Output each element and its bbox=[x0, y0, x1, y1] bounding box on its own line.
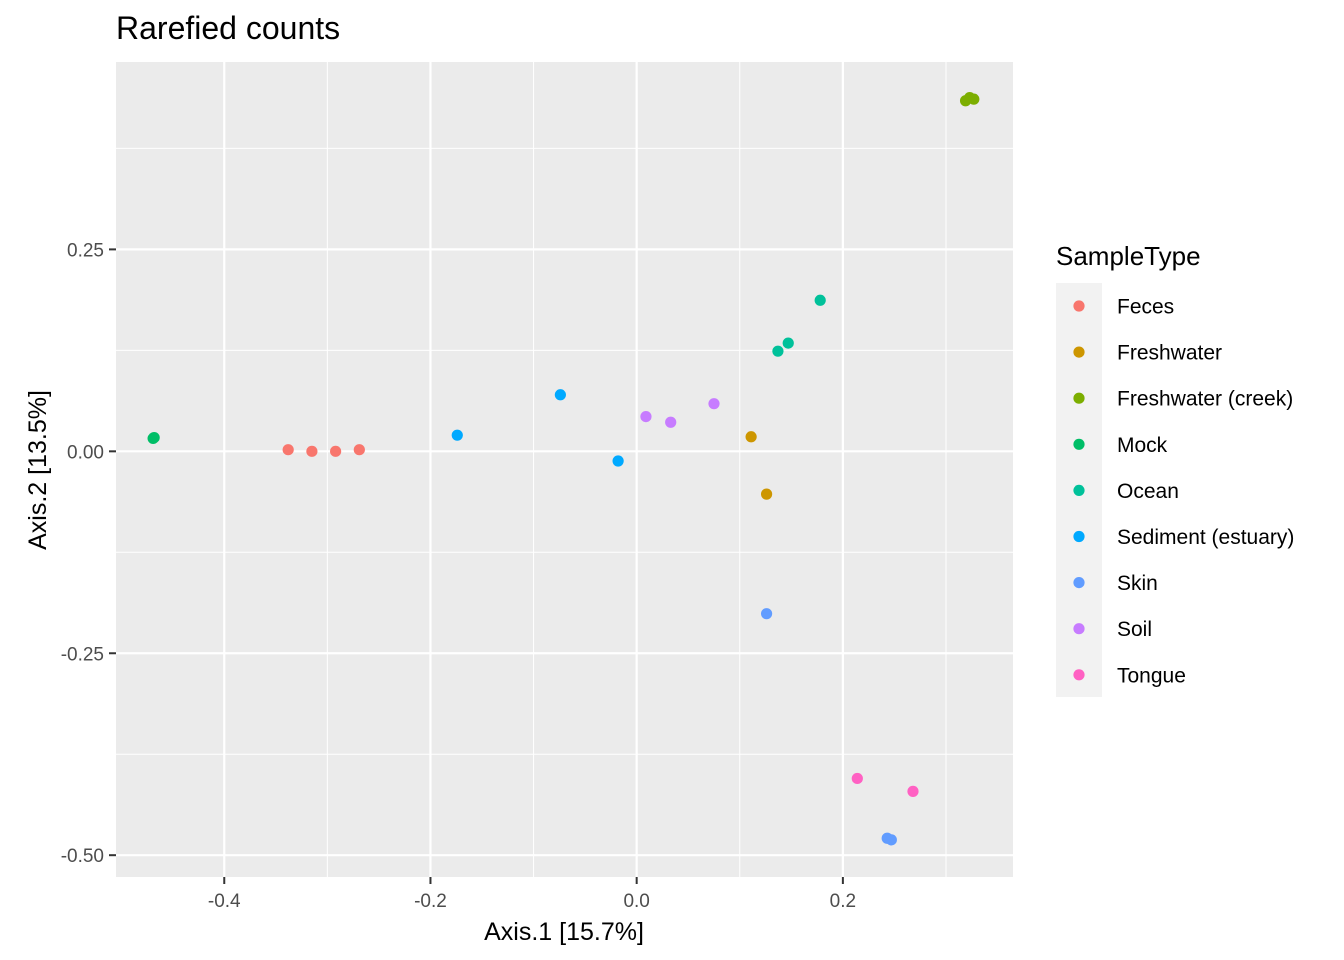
legend-label: Ocean bbox=[1117, 480, 1179, 503]
legend-key bbox=[1073, 577, 1085, 589]
minor-gridlines bbox=[116, 62, 1013, 877]
x-axis: -0.4 -0.2 0.0 0.2 bbox=[208, 877, 856, 912]
data-point bbox=[760, 608, 773, 620]
data-point bbox=[148, 431, 160, 444]
legend-label: Feces bbox=[1117, 296, 1174, 319]
data-point bbox=[554, 389, 566, 401]
legend-key bbox=[1073, 300, 1085, 312]
x-axis-title: Axis.1 [15.7%] bbox=[484, 918, 644, 946]
data-point bbox=[612, 455, 624, 467]
legend-label: Sediment (estuary) bbox=[1117, 526, 1294, 549]
data-point bbox=[814, 294, 826, 306]
data-point bbox=[907, 785, 919, 797]
chart-title: Rarefied counts bbox=[116, 10, 340, 46]
data-point bbox=[282, 444, 294, 456]
y-tick-label: 0.25 bbox=[67, 240, 104, 261]
data-point bbox=[451, 429, 463, 441]
data-point bbox=[353, 444, 365, 456]
plot-panel bbox=[116, 62, 1013, 877]
legend-key bbox=[1073, 346, 1085, 358]
legend-label: Soil bbox=[1117, 618, 1152, 641]
legend-label: Tongue bbox=[1117, 664, 1186, 687]
x-tick-label: -0.2 bbox=[414, 891, 447, 912]
data-point bbox=[640, 410, 652, 423]
legend-label: Mock bbox=[1117, 434, 1168, 457]
x-tick-label: 0.0 bbox=[623, 891, 649, 912]
data-point bbox=[665, 416, 677, 428]
data-points bbox=[147, 91, 980, 846]
y-tick-label: 0.00 bbox=[67, 442, 104, 463]
legend-key bbox=[1073, 438, 1085, 450]
data-point bbox=[306, 445, 318, 457]
data-point bbox=[772, 345, 784, 357]
y-axis-title: Axis.2 [13.5%] bbox=[24, 390, 52, 550]
y-axis: -0.50 -0.25 0.00 0.25 bbox=[61, 240, 116, 867]
legend-key bbox=[1073, 669, 1085, 681]
major-gridlines bbox=[116, 62, 1013, 877]
legend-key bbox=[1073, 623, 1085, 635]
data-point bbox=[851, 772, 863, 785]
data-point bbox=[745, 431, 757, 443]
data-point bbox=[782, 337, 794, 349]
data-point bbox=[330, 445, 342, 457]
data-point bbox=[885, 834, 897, 846]
legend-key bbox=[1073, 530, 1085, 543]
data-point bbox=[708, 398, 720, 410]
legend-label: Freshwater bbox=[1117, 342, 1222, 365]
x-tick-label: -0.4 bbox=[208, 891, 241, 912]
data-point bbox=[968, 93, 980, 105]
legend-label: Skin bbox=[1117, 572, 1158, 595]
legend-items: Feces Freshwater Freshwater (creek) Mock Oce… bbox=[1073, 296, 1294, 687]
legend-key bbox=[1073, 392, 1085, 404]
legend-title: SampleType bbox=[1056, 241, 1201, 271]
data-point bbox=[760, 488, 773, 500]
y-tick-label: -0.25 bbox=[61, 644, 104, 665]
legend-key bbox=[1073, 484, 1085, 496]
legend: SampleType Feces Freshwater Freshwater (cr… bbox=[1056, 241, 1294, 697]
legend-label: Freshwater (creek) bbox=[1117, 388, 1293, 411]
x-tick-label: 0.2 bbox=[830, 891, 856, 912]
y-tick-label: -0.50 bbox=[61, 846, 104, 867]
